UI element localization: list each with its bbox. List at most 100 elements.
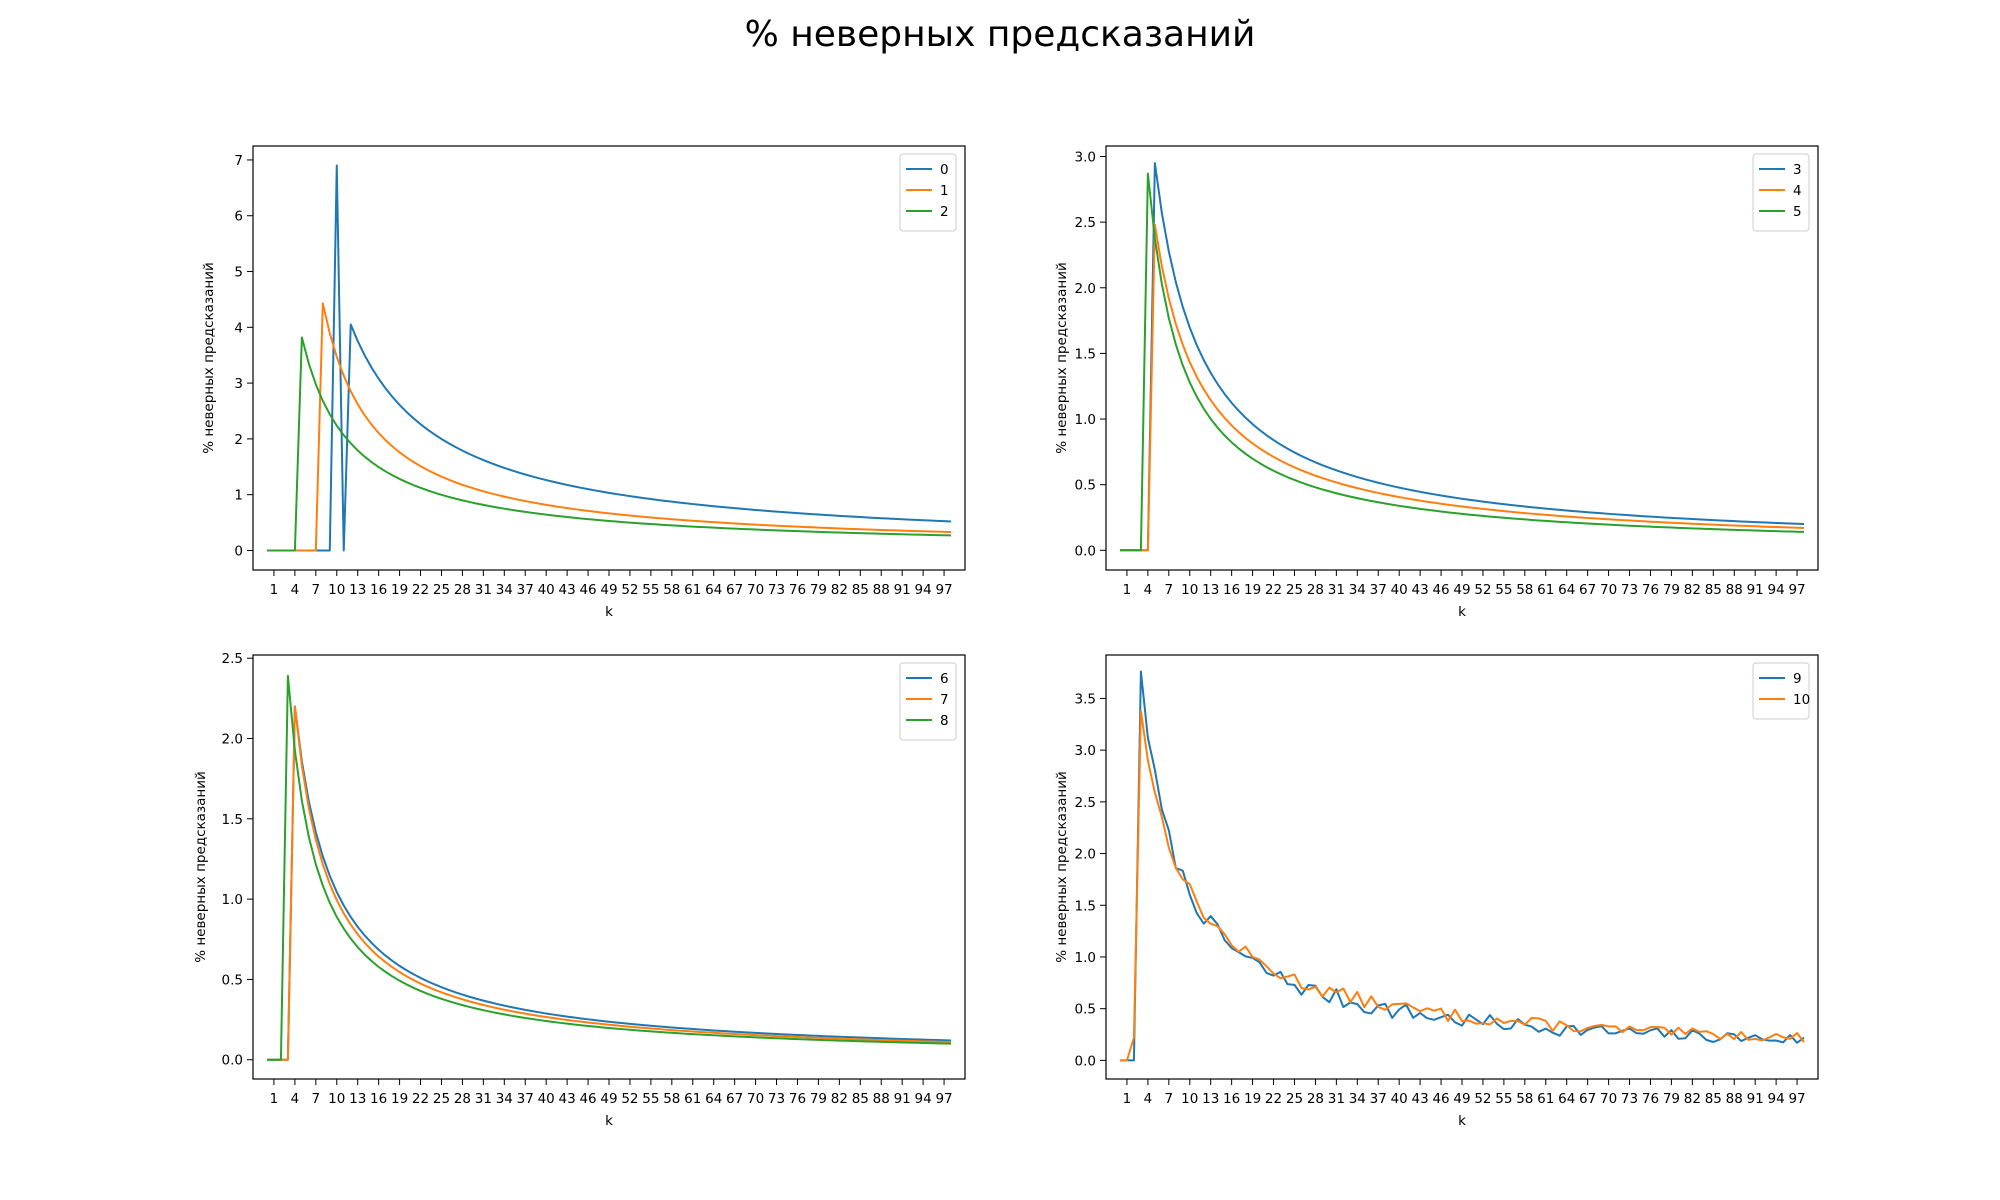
x-tick-label: 73	[1621, 1091, 1638, 1107]
x-tick-label: 13	[349, 1091, 366, 1107]
x-tick-label: 7	[312, 1091, 321, 1107]
x-tick-label: 91	[894, 1091, 911, 1107]
series-line-10	[1119, 709, 1805, 1062]
x-tick-label: 73	[768, 1091, 785, 1107]
x-tick-label: 4	[291, 582, 300, 598]
x-tick-label: 88	[873, 582, 890, 598]
x-tick-label: 7	[312, 582, 321, 598]
x-tick-label: 40	[538, 1091, 555, 1107]
x-tick-label: 52	[1474, 1091, 1491, 1107]
x-tick-label: 34	[496, 582, 513, 598]
x-tick-label: 94	[1768, 582, 1785, 598]
x-tick-label: 22	[1265, 1091, 1282, 1107]
x-tick-label: 19	[1244, 1091, 1261, 1107]
y-axis-label: % неверных предсказаний	[1054, 771, 1070, 963]
x-tick-label: 55	[642, 582, 659, 598]
legend: 0 1 2	[899, 153, 957, 232]
x-tick-label: 46	[1432, 582, 1449, 598]
x-tick-label: 76	[1642, 582, 1659, 598]
x-tick-label: 58	[1516, 582, 1533, 598]
legend: 6 7 8	[899, 662, 957, 741]
x-tick-label: 97	[935, 582, 952, 598]
x-tick-label: 16	[1223, 1091, 1240, 1107]
x-tick-label: 97	[935, 1091, 952, 1107]
y-axis-label: % неверных предсказаний	[1054, 262, 1070, 454]
y-tick-label: 2.0	[1075, 281, 1096, 297]
x-axis-label: k	[1458, 604, 1466, 620]
y-tick-label: 1.0	[1075, 412, 1096, 428]
x-tick-label: 31	[1328, 1091, 1345, 1107]
y-tick-label: 1.5	[222, 812, 243, 828]
x-tick-label: 79	[1663, 1091, 1680, 1107]
x-tick-label: 97	[1788, 582, 1805, 598]
legend-label-6: 6	[940, 671, 949, 687]
x-tick-label: 40	[1391, 582, 1408, 598]
x-tick-label: 13	[349, 582, 366, 598]
y-tick-label: 0.5	[1075, 478, 1096, 494]
x-tick-label: 64	[705, 1091, 722, 1107]
legend-label-3: 3	[1793, 162, 1802, 178]
x-tick-label: 58	[663, 582, 680, 598]
x-axis-label: k	[605, 1113, 613, 1129]
x-tick-label: 10	[1181, 582, 1198, 598]
x-tick-label: 73	[1621, 582, 1638, 598]
x-tick-label: 52	[621, 1091, 638, 1107]
x-tick-label: 31	[475, 582, 492, 598]
x-tick-label: 7	[1165, 1091, 1174, 1107]
x-tick-label: 91	[894, 582, 911, 598]
x-tick-label: 13	[1202, 1091, 1219, 1107]
legend-label-10: 10	[1793, 692, 1810, 708]
series-line-4	[1119, 223, 1805, 552]
x-tick-label: 58	[663, 1091, 680, 1107]
x-tick-label: 67	[726, 582, 743, 598]
x-tick-label: 58	[1516, 1091, 1533, 1107]
x-tick-label: 91	[1747, 1091, 1764, 1107]
x-tick-label: 94	[915, 582, 932, 598]
y-tick-label: 3.5	[1075, 691, 1096, 707]
x-tick-label: 25	[1286, 582, 1303, 598]
y-tick-label: 2.5	[1075, 795, 1096, 811]
x-tick-label: 88	[1726, 582, 1743, 598]
x-tick-label: 64	[1558, 1091, 1575, 1107]
y-tick-label: 0.5	[1075, 1002, 1096, 1018]
legend-label-4: 4	[1793, 183, 1802, 199]
x-tick-label: 22	[412, 582, 429, 598]
x-tick-label: 43	[559, 582, 576, 598]
x-tick-label: 70	[1600, 582, 1617, 598]
x-tick-label: 82	[1684, 1091, 1701, 1107]
x-tick-label: 94	[915, 1091, 932, 1107]
x-tick-label: 22	[1265, 582, 1282, 598]
subplot-3: 1 4 7 10 13 16 19 22 25 28 31 34 37 40 43 46 49 52 55 58 61 6…	[193, 651, 966, 1129]
x-tick-label: 91	[1747, 582, 1764, 598]
x-tick-label: 10	[1181, 1091, 1198, 1107]
x-tick-label: 61	[1537, 1091, 1554, 1107]
x-tick-label: 70	[747, 582, 764, 598]
x-tick-label: 43	[559, 1091, 576, 1107]
y-tick-label: 2	[234, 432, 243, 448]
x-tick-label: 85	[852, 1091, 869, 1107]
x-tick-label: 82	[1684, 582, 1701, 598]
x-tick-label: 16	[370, 1091, 387, 1107]
y-tick-label: 2.5	[1075, 215, 1096, 231]
x-tick-label: 52	[1474, 582, 1491, 598]
x-tick-label: 52	[621, 582, 638, 598]
legend: 3 4 5	[1752, 153, 1810, 232]
x-tick-label: 94	[1768, 1091, 1785, 1107]
x-tick-label: 64	[705, 582, 722, 598]
x-tick-label: 16	[370, 582, 387, 598]
y-tick-label: 0.0	[1075, 543, 1096, 559]
x-tick-label: 55	[1495, 582, 1512, 598]
series-line-8	[266, 674, 952, 1061]
x-tick-label: 97	[1788, 1091, 1805, 1107]
x-tick-label: 34	[1349, 1091, 1366, 1107]
x-tick-label: 31	[1328, 582, 1345, 598]
x-tick-label: 67	[1579, 582, 1596, 598]
x-tick-label: 55	[1495, 1091, 1512, 1107]
x-tick-label: 49	[600, 1091, 617, 1107]
x-tick-label: 1	[270, 1091, 279, 1107]
x-tick-label: 85	[1705, 1091, 1722, 1107]
y-tick-label: 2.0	[222, 732, 243, 748]
x-tick-label: 31	[475, 1091, 492, 1107]
x-tick-label: 76	[789, 1091, 806, 1107]
